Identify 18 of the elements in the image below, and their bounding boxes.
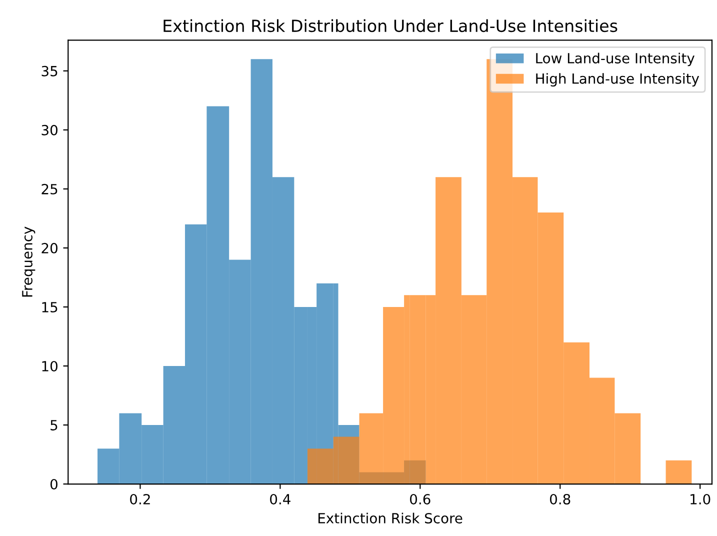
y-tick-label: 20 [42,242,58,254]
x-tick-label: 1.0 [690,494,710,504]
x-tick-label: 0.2 [130,494,150,504]
y-tick-label: 10 [42,360,58,372]
x-tick-label: 0.8 [550,494,570,504]
chart-title: Extinction Risk Distribution Under Land-Use Intensities [164,19,618,32]
legend-label: High Land-use Intensity [536,73,700,87]
y-tick-label: 15 [42,302,58,312]
x-axis-title: Extinction Risk Score [318,512,462,524]
x-tick-label: 0.6 [410,494,430,504]
legend-label: Low Land-use Intensity [536,52,694,66]
y-axis-title: Frequency [22,226,36,297]
y-tick-label: 30 [42,124,58,136]
y-tick-label: 5 [50,420,58,430]
x-tick-label: 0.4 [270,494,290,504]
y-tick-label: 0 [50,478,58,490]
y-tick-label: 25 [42,184,58,194]
y-tick-label: 35 [42,66,58,76]
